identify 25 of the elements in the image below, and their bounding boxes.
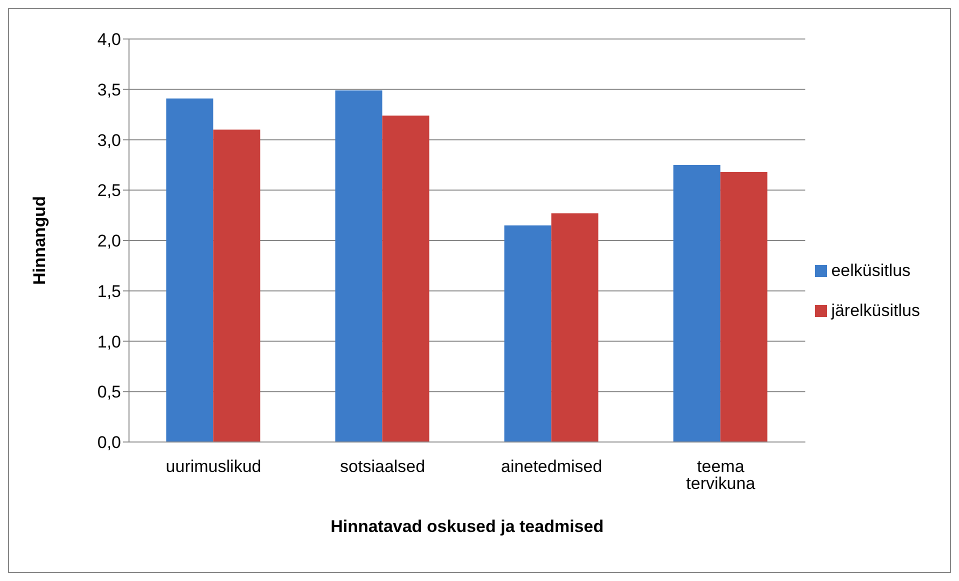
x-tick-label: ainetedmised: [501, 457, 602, 476]
x-axis-title: Hinnatavad oskused ja teadmised: [330, 517, 604, 536]
x-tick-label: sotsiaalsed: [340, 457, 426, 476]
bar: [166, 98, 214, 442]
y-tick-label: 0,5: [97, 382, 121, 402]
y-tick-label: 1,5: [97, 282, 121, 301]
bar: [335, 90, 382, 442]
legend-label: järelküsitlus: [831, 300, 920, 320]
bar: [551, 213, 598, 442]
bar: [504, 225, 552, 442]
bar: [213, 130, 260, 442]
legend-label: eelküsitlus: [831, 260, 911, 280]
bar: [673, 164, 720, 442]
y-tick-label: 3,0: [97, 130, 121, 150]
bar: [382, 116, 430, 442]
y-tick-label: 0,0: [97, 433, 121, 452]
x-tick-label: teema tervikuna: [686, 457, 756, 494]
x-tick-label: uurimuslikud: [166, 457, 262, 476]
bar: [720, 172, 768, 442]
y-tick-label: 2,0: [97, 232, 121, 251]
y-tick-label: 1,0: [97, 332, 121, 352]
y-axis-title: Hinnangud: [30, 196, 50, 285]
y-tick-label: 2,5: [97, 181, 121, 200]
y-tick-label: 3,5: [97, 80, 121, 100]
y-tick-label: 4,0: [97, 30, 121, 50]
